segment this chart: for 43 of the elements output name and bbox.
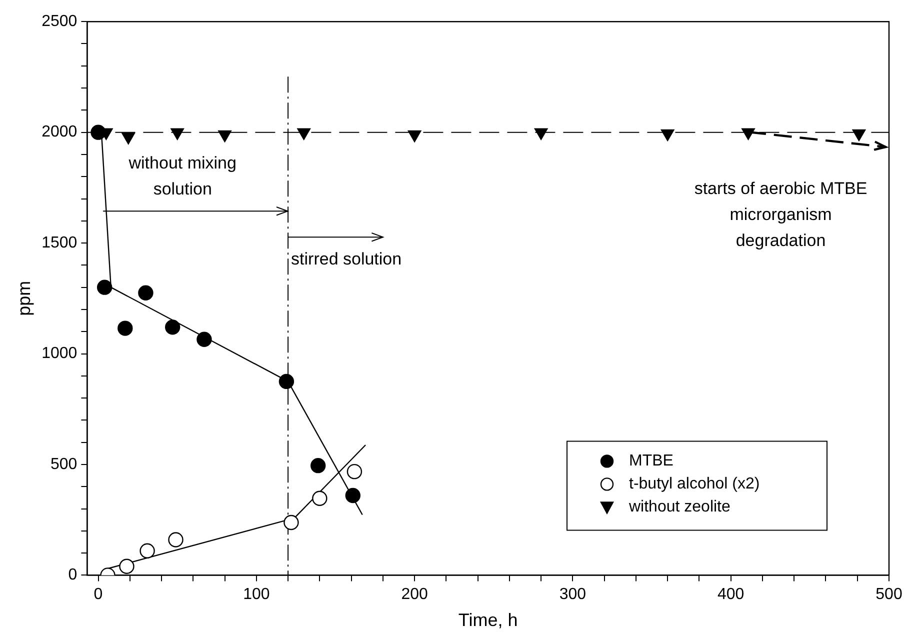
point (278, 374, 294, 390)
x-tick-label: 200 (401, 586, 428, 604)
point (297, 128, 311, 140)
point (119, 558, 134, 574)
legend-label: MTBE (629, 452, 674, 470)
point (96, 280, 112, 295)
point (140, 543, 155, 558)
y-tick-label: 0 (68, 566, 78, 584)
legend-label: t-butyl alcohol (x2) (629, 476, 760, 493)
point (346, 464, 362, 480)
point (118, 320, 133, 336)
point (170, 128, 184, 140)
annotation: stirred solution (291, 249, 402, 268)
point (218, 130, 232, 142)
point (122, 132, 135, 144)
point (138, 285, 154, 300)
point (312, 490, 328, 506)
point (196, 332, 212, 347)
annotation: without mixing solution (128, 153, 236, 198)
x-tick-label: 500 (876, 586, 902, 604)
point (742, 128, 755, 140)
point (284, 514, 299, 530)
annotation: starts of aerobic MTBE microrganism degradation (694, 179, 868, 250)
point (534, 128, 548, 140)
point (408, 130, 422, 142)
y-tick-label: 1500 (42, 234, 78, 252)
point (852, 129, 866, 142)
y-tick-label: 2000 (42, 124, 78, 141)
y-axis-title: ppm (14, 280, 34, 316)
point (345, 488, 360, 504)
x-tick-label: 300 (559, 586, 586, 604)
x-tick-label: 100 (243, 586, 270, 604)
legend-label: without zeolite (628, 498, 730, 516)
x-tick-label: 0 (94, 586, 103, 604)
point (660, 129, 674, 142)
y-tick-label: 1000 (42, 345, 78, 362)
point (164, 320, 180, 335)
y-tick-label: 500 (50, 456, 78, 473)
x-axis-title: Time, h (458, 610, 518, 630)
point (310, 458, 326, 474)
y-tick-label: 2500 (42, 13, 78, 30)
point (168, 532, 184, 548)
x-tick-label: 400 (718, 586, 744, 604)
